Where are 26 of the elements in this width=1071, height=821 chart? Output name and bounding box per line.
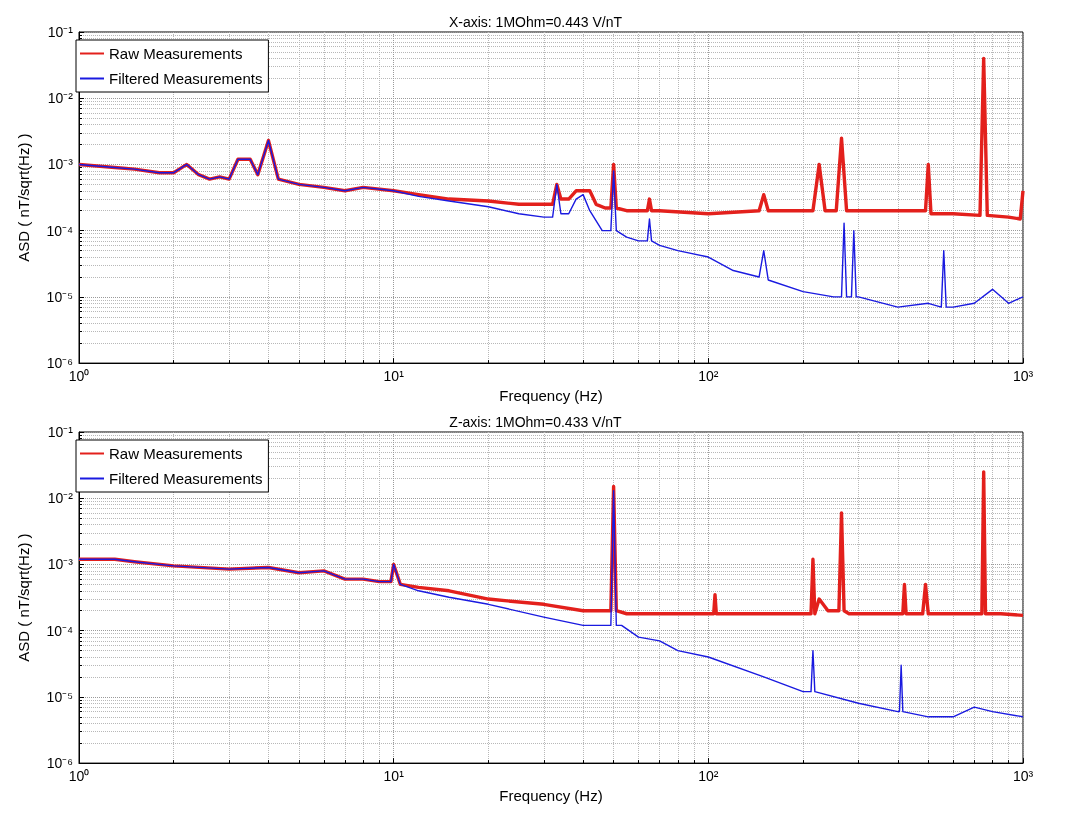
y-tick-label: 10⁻¹ [47, 24, 74, 40]
legend-label: Raw Measurements [109, 445, 243, 462]
y-axis-title: ASD ( nT/sqrt(Hz) ) [15, 533, 32, 662]
legend-label: Filtered Measurements [109, 70, 263, 87]
y-tick-label: 10⁻⁴ [46, 622, 73, 639]
x-axis-title: Frequency (Hz) [499, 387, 603, 404]
y-tick-label: 10⁻³ [47, 156, 74, 173]
chart-title: X-axis: 1MOhm=0.443 V/nT [448, 14, 623, 30]
x-tick-label: 10¹ [383, 768, 405, 785]
y-tick-label: 10⁻¹ [47, 424, 74, 440]
x-tick-label: 10² [698, 368, 719, 385]
legend-label: Filtered Measurements [109, 470, 263, 487]
x-tick-label: 10² [698, 768, 719, 785]
y-tick-label: 10⁻³ [47, 556, 74, 573]
y-axis-title: ASD ( nT/sqrt(Hz) ) [15, 133, 32, 262]
x-tick-label: 10³ [1012, 368, 1034, 385]
x-tick-label: 10³ [1012, 768, 1034, 785]
y-tick-label: 10⁻⁵ [46, 688, 73, 705]
y-tick-label: 10⁻⁵ [46, 288, 73, 305]
y-tick-label: 10⁻² [47, 90, 74, 107]
x-tick-label: 10¹ [383, 368, 405, 385]
y-tick-label: 10⁻² [47, 490, 74, 507]
legend-label: Raw Measurements [109, 45, 243, 62]
y-tick-label: 10⁻⁴ [46, 222, 73, 239]
chart-title: Z-axis: 1MOhm=0.433 V/nT [449, 414, 623, 430]
x-axis-title: Frequency (Hz) [499, 787, 603, 804]
